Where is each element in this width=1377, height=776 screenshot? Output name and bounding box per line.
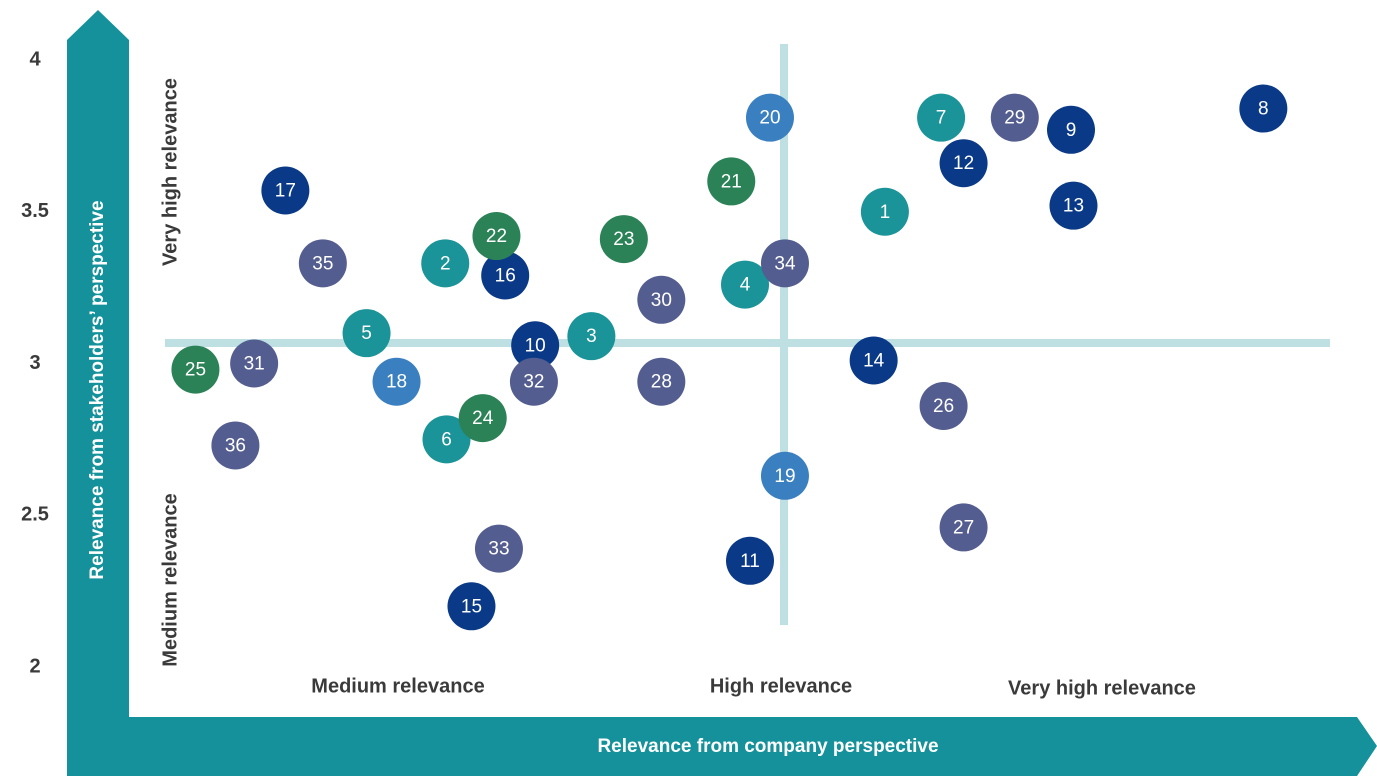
point bbox=[1046, 105, 1095, 154]
point-label: 10 bbox=[525, 335, 546, 356]
point-label: 28 bbox=[651, 372, 672, 393]
point bbox=[481, 251, 530, 300]
point bbox=[458, 394, 507, 443]
point bbox=[298, 239, 347, 288]
point bbox=[509, 357, 558, 406]
point bbox=[342, 309, 391, 358]
point bbox=[860, 187, 909, 236]
point-label: 13 bbox=[1063, 196, 1084, 217]
point-label: 36 bbox=[225, 435, 246, 456]
point bbox=[171, 345, 220, 394]
y-tick-label: 3 bbox=[29, 352, 40, 374]
point-label: 1 bbox=[880, 202, 891, 223]
point bbox=[726, 536, 775, 585]
x-axis-title: Relevance from company perspective bbox=[597, 736, 938, 757]
point-label: 20 bbox=[759, 108, 780, 129]
point bbox=[567, 312, 616, 361]
y-tick-label: 2 bbox=[29, 655, 40, 677]
point-label: 12 bbox=[953, 153, 974, 174]
point bbox=[1239, 84, 1288, 133]
point bbox=[637, 357, 686, 406]
point bbox=[472, 212, 521, 261]
point-label: 21 bbox=[721, 171, 742, 192]
point-label: 35 bbox=[312, 253, 333, 274]
point bbox=[421, 239, 470, 288]
point bbox=[511, 321, 560, 370]
point bbox=[721, 260, 770, 309]
point bbox=[372, 357, 421, 406]
point bbox=[760, 451, 809, 500]
point-label: 4 bbox=[740, 275, 751, 296]
point-label: 27 bbox=[953, 517, 974, 538]
point bbox=[474, 524, 523, 573]
point-label: 24 bbox=[472, 408, 494, 429]
point-label: 14 bbox=[863, 350, 885, 371]
y-axis-band bbox=[67, 10, 129, 717]
point bbox=[939, 139, 988, 188]
y-tick-label: 4 bbox=[29, 48, 41, 70]
point-label: 33 bbox=[488, 539, 509, 560]
point-label: 9 bbox=[1066, 120, 1077, 141]
point-label: 6 bbox=[441, 429, 452, 450]
point-label: 31 bbox=[244, 354, 265, 375]
point bbox=[939, 503, 988, 552]
y-tick-label: 2.5 bbox=[21, 504, 49, 526]
point bbox=[760, 239, 809, 288]
y-zone-label: Very high relevance bbox=[159, 78, 181, 266]
y-axis-title: Relevance from stakeholders’ perspective bbox=[87, 200, 108, 579]
point-label: 26 bbox=[933, 396, 954, 417]
point-label: 8 bbox=[1258, 99, 1269, 120]
point bbox=[919, 381, 968, 430]
point-label: 19 bbox=[774, 466, 795, 487]
point bbox=[990, 93, 1039, 142]
point bbox=[637, 275, 686, 324]
point bbox=[447, 582, 496, 631]
point bbox=[849, 336, 898, 385]
point bbox=[745, 93, 794, 142]
point-label: 22 bbox=[486, 226, 507, 247]
point-label: 32 bbox=[523, 372, 544, 393]
point-label: 30 bbox=[651, 290, 672, 311]
point-label: 5 bbox=[361, 323, 372, 344]
point-label: 29 bbox=[1004, 108, 1025, 129]
point bbox=[230, 339, 279, 388]
point-label: 17 bbox=[275, 181, 296, 202]
point-label: 34 bbox=[774, 253, 796, 274]
point-label: 16 bbox=[495, 266, 516, 287]
point bbox=[917, 93, 966, 142]
point-label: 11 bbox=[740, 551, 760, 572]
point bbox=[211, 421, 260, 470]
point bbox=[422, 415, 471, 464]
point-label: 7 bbox=[936, 108, 947, 129]
point-label: 23 bbox=[613, 229, 634, 250]
point bbox=[1049, 181, 1098, 230]
point bbox=[599, 215, 648, 264]
y-tick-label: 3.5 bbox=[21, 200, 49, 222]
point-label: 18 bbox=[386, 372, 407, 393]
point bbox=[261, 166, 310, 215]
point-label: 25 bbox=[185, 360, 206, 381]
x-zone-label: Medium relevance bbox=[311, 675, 484, 697]
x-axis-band bbox=[67, 717, 1377, 776]
point-label: 15 bbox=[461, 596, 482, 617]
point bbox=[707, 157, 756, 206]
x-zone-label: Very high relevance bbox=[1008, 677, 1196, 699]
point-label: 3 bbox=[586, 326, 597, 347]
x-zone-label: High relevance bbox=[710, 675, 852, 697]
point-label: 2 bbox=[440, 253, 451, 274]
y-zone-label: Medium relevance bbox=[159, 493, 181, 666]
